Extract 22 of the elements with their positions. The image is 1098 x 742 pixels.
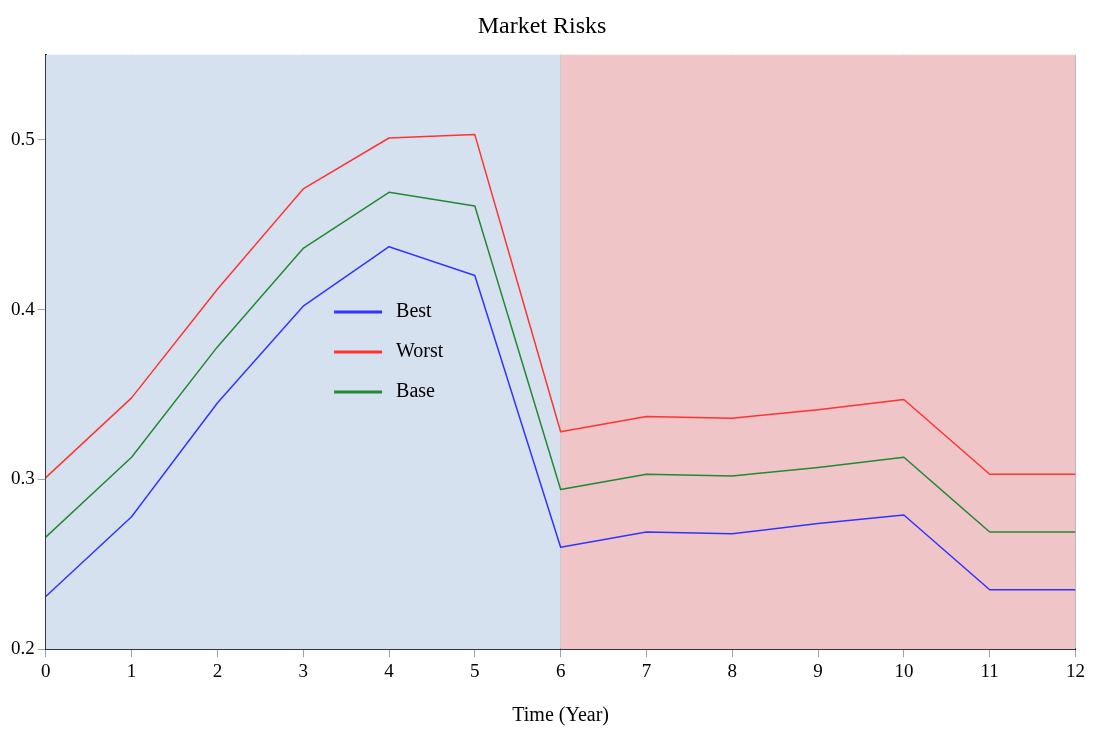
y-tick-label: 0.5	[11, 127, 35, 149]
x-tick-label: 1	[126, 659, 137, 681]
x-tick-label: 8	[727, 659, 737, 681]
legend-label: Best	[396, 299, 433, 322]
y-tick-label: 0.2	[11, 637, 35, 659]
y-tick-label: 0.3	[11, 467, 35, 489]
x-tick-label: 10	[894, 659, 914, 681]
legend-label: Base	[396, 379, 436, 402]
x-tick-label: 4	[384, 659, 395, 681]
x-tick-label: 7	[641, 659, 652, 681]
x-tick-label: 9	[813, 659, 823, 681]
x-tick-label: 5	[470, 659, 480, 681]
chart-title: Market Risks	[477, 11, 607, 38]
legend-label: Worst	[396, 339, 444, 362]
x-tick-label: 0	[41, 659, 51, 681]
x-tick-label: 3	[298, 659, 308, 681]
x-tick-label: 12	[1066, 659, 1085, 681]
x-tick-label: 2	[212, 659, 223, 681]
x-tick-label: 11	[980, 659, 999, 681]
x-tick-label: 6	[555, 659, 566, 681]
x-axis-title: Time (Year)	[512, 703, 609, 727]
y-tick-label: 0.4	[11, 297, 36, 319]
